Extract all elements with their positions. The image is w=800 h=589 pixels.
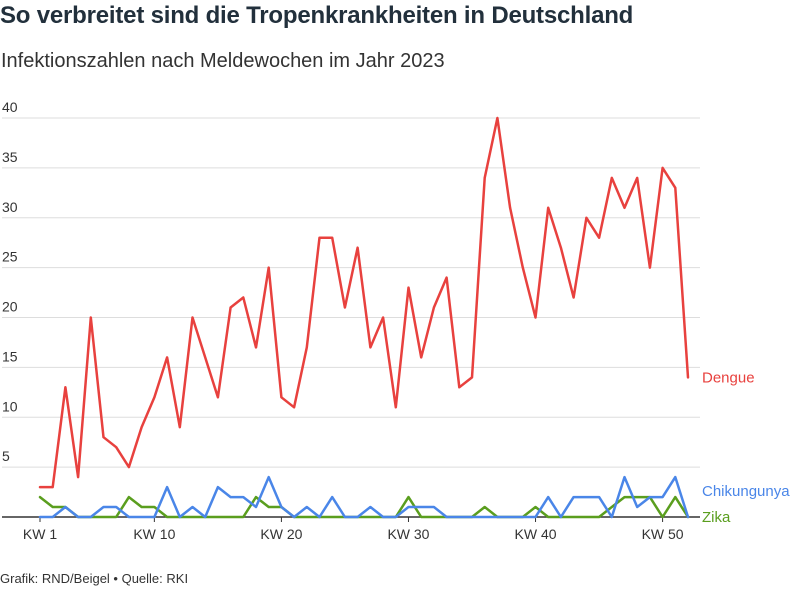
series-line-zika: [38, 495, 690, 519]
chart-title: So verbreitet sind die Tropenkrankheiten…: [0, 2, 634, 29]
chart-subtitle: Infektionszahlen nach Meldewochen im Jah…: [1, 50, 445, 72]
y-tick-label-30: 30: [2, 199, 18, 215]
x-tick-label-1: KW 1: [23, 526, 57, 542]
x-tick-label-20: KW 20: [260, 526, 302, 542]
x-tick-label-10: KW 10: [133, 526, 175, 542]
y-tick-label-10: 10: [2, 398, 18, 414]
series-line-dengue: [38, 116, 690, 489]
y-tick-label-35: 35: [2, 149, 18, 165]
source-credit: Grafik: RND/Beigel • Quelle: RKI: [0, 571, 189, 586]
series-label-dengue: Dengue: [702, 369, 755, 386]
y-tick-label-20: 20: [2, 299, 18, 315]
x-tick-label-40: KW 40: [515, 526, 557, 542]
y-tick-label-5: 5: [2, 448, 10, 464]
series-label-zika: Zika: [702, 509, 731, 526]
y-tick-label-40: 40: [2, 99, 18, 115]
x-tick-label-30: KW 30: [387, 526, 429, 542]
y-tick-label-25: 25: [2, 249, 18, 265]
x-tick-label-50: KW 50: [642, 526, 684, 542]
series-label-chikungunya: Chikungunya: [702, 483, 790, 500]
series-line-chikungunya: [38, 475, 690, 519]
y-tick-label-15: 15: [2, 348, 18, 364]
